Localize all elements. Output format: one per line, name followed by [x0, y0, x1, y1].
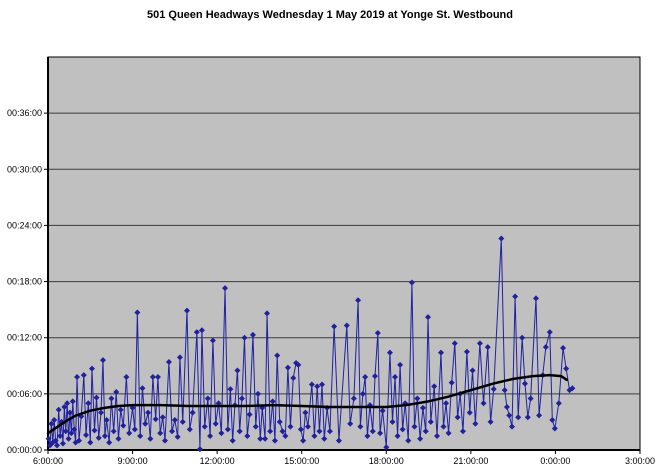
plot-area: [47, 56, 641, 451]
y-tick-label: 00:36:00: [7, 108, 42, 118]
chart-title: 501 Queen Headways Wednesday 1 May 2019 …: [147, 9, 513, 21]
x-tick-label: 6:00:00: [33, 456, 63, 466]
x-tick-label: 12:00:00: [200, 456, 235, 466]
x-tick-label: 15:00:00: [284, 456, 319, 466]
x-tick-label: 21:00:00: [453, 456, 488, 466]
trend-line: [46, 373, 568, 435]
y-tick-label: 00:00:00: [7, 445, 42, 455]
y-tick-label: 00:18:00: [7, 277, 42, 287]
y-tick-label: 00:12:00: [7, 333, 42, 343]
y-tick-label: 00:06:00: [7, 389, 42, 399]
x-tick-label: 0:00:00: [540, 456, 570, 466]
y-tick-label: 00:24:00: [7, 220, 42, 230]
x-tick-label: 3:00:00: [625, 456, 655, 466]
x-tick-label: 9:00:00: [118, 456, 148, 466]
x-tick-label: 18:00:00: [369, 456, 404, 466]
y-tick-label: 00:30:00: [7, 164, 42, 174]
